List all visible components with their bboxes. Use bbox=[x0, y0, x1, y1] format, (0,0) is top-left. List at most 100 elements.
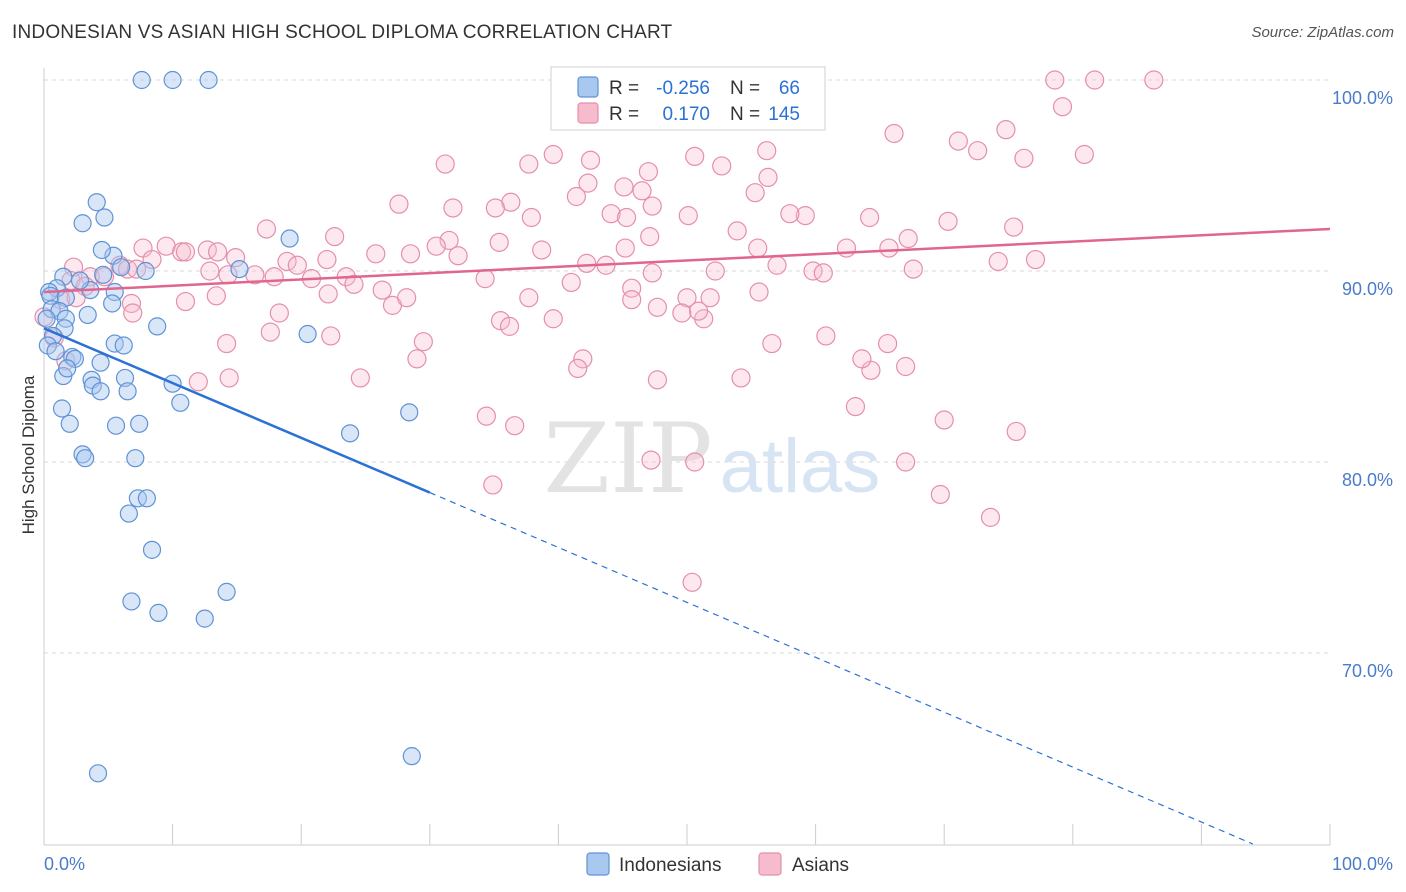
point-asians bbox=[489, 232, 509, 252]
legend-swatch-asians bbox=[577, 102, 599, 124]
point-asians bbox=[256, 219, 277, 239]
point-asians bbox=[483, 475, 503, 495]
point-asians bbox=[988, 251, 1008, 272]
point-indonesians bbox=[402, 747, 421, 766]
point-indonesians bbox=[52, 399, 72, 418]
point-indonesians bbox=[58, 359, 77, 378]
point-indonesians bbox=[91, 353, 110, 372]
point-indonesians bbox=[136, 261, 155, 281]
point-asians bbox=[616, 207, 637, 228]
point-asians bbox=[175, 291, 196, 312]
point-indonesians bbox=[163, 70, 182, 90]
point-indonesians bbox=[70, 271, 90, 290]
point-asians bbox=[413, 332, 433, 352]
point-asians bbox=[1006, 421, 1026, 442]
point-asians bbox=[208, 242, 228, 262]
point-asians bbox=[1052, 97, 1073, 117]
point-asians bbox=[476, 406, 496, 426]
point-asians bbox=[1144, 70, 1164, 90]
point-asians bbox=[745, 183, 765, 203]
point-asians bbox=[758, 167, 778, 188]
y-tick-label: 90.0% bbox=[1342, 279, 1393, 299]
point-indonesians bbox=[217, 582, 236, 601]
point-asians bbox=[121, 293, 142, 314]
point-asians bbox=[813, 263, 833, 283]
y-tick-label: 100.0% bbox=[1332, 88, 1393, 108]
watermark-atlas: atlas bbox=[720, 424, 881, 509]
point-indonesians bbox=[142, 540, 162, 559]
point-asians bbox=[672, 303, 692, 323]
point-asians bbox=[566, 186, 587, 207]
point-indonesians bbox=[119, 504, 138, 523]
point-asians bbox=[896, 452, 916, 472]
point-indonesians bbox=[65, 349, 84, 368]
point-indonesians bbox=[112, 258, 131, 277]
point-asians bbox=[622, 278, 642, 298]
point-asians bbox=[948, 131, 968, 151]
point-asians bbox=[688, 301, 709, 321]
x-tick-label: 100.0% bbox=[1332, 854, 1393, 874]
point-asians bbox=[200, 261, 220, 281]
point-indonesians bbox=[76, 449, 95, 468]
point-asians bbox=[638, 162, 659, 182]
trend-lines bbox=[43, 227, 1331, 845]
point-asians bbox=[685, 146, 705, 166]
point-indonesians bbox=[94, 265, 113, 284]
point-asians bbox=[577, 253, 597, 273]
point-asians bbox=[219, 368, 239, 388]
point-indonesians bbox=[91, 382, 110, 401]
point-indonesians bbox=[137, 489, 156, 508]
point-asians bbox=[767, 255, 787, 275]
legend-n-label: N = bbox=[730, 104, 760, 125]
point-asians bbox=[1085, 70, 1105, 90]
point-asians bbox=[400, 244, 421, 264]
point-asians bbox=[884, 123, 904, 144]
point-indonesians bbox=[199, 70, 218, 90]
point-asians bbox=[1014, 148, 1034, 168]
point-asians bbox=[632, 181, 652, 201]
point-asians bbox=[448, 246, 468, 266]
trend-line-indonesians-extension bbox=[429, 492, 1254, 845]
point-asians bbox=[980, 507, 1001, 527]
point-asians bbox=[879, 238, 899, 258]
point-asians bbox=[499, 316, 520, 336]
point-asians bbox=[647, 370, 668, 390]
point-asians bbox=[475, 269, 495, 289]
point-asians bbox=[573, 349, 593, 369]
legend-label-asians: Asians bbox=[792, 855, 849, 876]
point-indonesians bbox=[298, 324, 317, 344]
point-asians bbox=[142, 249, 162, 270]
point-indonesians bbox=[88, 764, 108, 783]
point-asians bbox=[568, 358, 588, 379]
point-asians bbox=[443, 198, 463, 218]
point-asians bbox=[898, 228, 918, 249]
point-asians bbox=[622, 290, 642, 310]
point-asians bbox=[485, 198, 505, 218]
point-asians bbox=[260, 322, 280, 342]
point-indonesians bbox=[106, 416, 126, 435]
trend-line-indonesians bbox=[43, 327, 431, 494]
point-asians bbox=[317, 249, 337, 270]
point-asians bbox=[505, 416, 525, 436]
point-asians bbox=[519, 154, 539, 174]
point-asians bbox=[615, 238, 635, 258]
point-indonesians bbox=[92, 240, 111, 260]
y-tick-label: 80.0% bbox=[1342, 470, 1393, 490]
point-asians bbox=[642, 196, 662, 216]
point-asians bbox=[968, 141, 988, 161]
point-indonesians bbox=[46, 342, 65, 361]
legend-swatch-asians bbox=[758, 852, 782, 876]
point-asians bbox=[641, 450, 661, 470]
legend-swatch-indonesians bbox=[577, 76, 599, 98]
point-asians bbox=[366, 244, 386, 264]
point-asians bbox=[748, 238, 768, 258]
point-asians bbox=[277, 251, 297, 272]
watermark: ZIP atlas bbox=[543, 403, 880, 515]
series-indonesians-points bbox=[37, 70, 421, 783]
point-indonesians bbox=[103, 294, 122, 313]
legend-n-value: 66 bbox=[779, 78, 800, 99]
point-indonesians bbox=[95, 208, 114, 227]
x-tick-label: 0.0% bbox=[44, 854, 85, 874]
point-asians bbox=[614, 177, 634, 197]
